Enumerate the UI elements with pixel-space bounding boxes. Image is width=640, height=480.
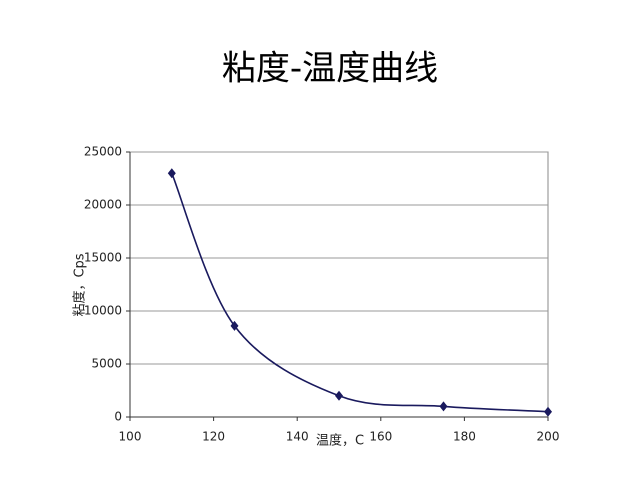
- data-point: [230, 320, 239, 331]
- data-point: [335, 390, 343, 401]
- y-axis-label: 粘度，Cps: [72, 253, 88, 316]
- data-point: [167, 168, 176, 179]
- x-tick-label: 180: [453, 430, 476, 444]
- x-tick-label: 140: [286, 430, 309, 444]
- x-tick-label: 200: [537, 430, 560, 444]
- y-tick-label: 20000: [84, 198, 122, 212]
- data-point: [544, 406, 552, 417]
- chart-title: 粘度-温度曲线: [222, 49, 438, 89]
- data-point: [439, 401, 448, 412]
- y-tick-label: 0: [114, 410, 122, 424]
- y-tick-label: 10000: [84, 304, 122, 318]
- plot-area: [129, 151, 549, 418]
- x-tick-label: 120: [202, 430, 225, 444]
- y-tick-label: 15000: [84, 251, 122, 265]
- x-tick-label: 100: [119, 430, 142, 444]
- y-tick-label: 25000: [84, 145, 122, 159]
- x-axis-label: 温度，C: [316, 433, 364, 449]
- y-tick-label: 5000: [91, 357, 122, 371]
- x-tick-label: 160: [369, 430, 392, 444]
- data-line: [171, 172, 549, 413]
